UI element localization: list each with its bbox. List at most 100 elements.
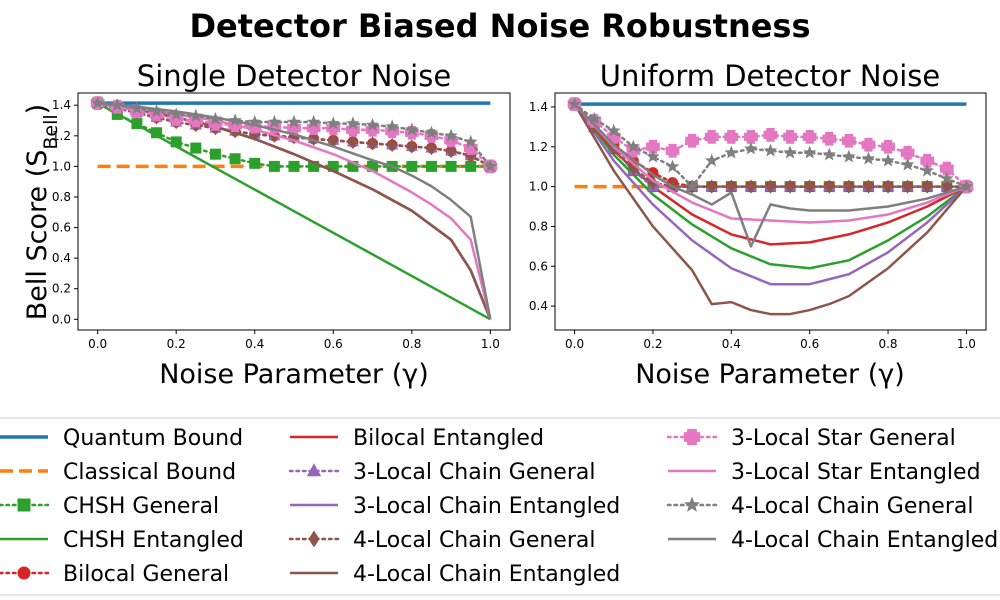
data-point-star — [881, 153, 895, 167]
data-point-plus — [763, 127, 778, 142]
data-point-square — [406, 160, 418, 172]
data-point-plus — [646, 139, 660, 154]
series-line — [573, 103, 968, 270]
data-point-star — [228, 113, 242, 127]
data-point-diamond — [902, 179, 913, 194]
x-tick-label: 0.2 — [643, 337, 662, 351]
legend-marker-plus — [683, 428, 701, 446]
legend-frame — [0, 417, 1000, 596]
data-point-star — [802, 145, 817, 159]
data-point-diamond — [328, 133, 338, 148]
data-point-diamond — [824, 179, 834, 194]
data-point-star — [424, 125, 439, 139]
data-point-star — [463, 134, 478, 148]
data-point-diamond — [308, 131, 319, 147]
data-point-star — [483, 159, 498, 173]
data-point-plus — [665, 143, 680, 158]
legend-label: 4-Local Chain Entangled — [353, 562, 620, 587]
data-point-plus — [463, 141, 478, 155]
series-line — [573, 103, 968, 316]
y-tick-label: 0.6 — [529, 259, 548, 273]
legend-label: 3-Local Star General — [731, 426, 956, 451]
data-point-star — [744, 141, 758, 155]
legend-label: 3-Local Chain General — [353, 460, 595, 485]
data-point-square — [229, 153, 241, 165]
data-point-diamond — [426, 140, 437, 156]
series-star3_entangled — [573, 103, 967, 224]
data-point-diamond — [707, 179, 717, 194]
legend-marker-star — [683, 496, 701, 512]
data-point-star — [567, 97, 582, 110]
y-tick-label: 1.4 — [529, 100, 548, 114]
data-point-square — [327, 160, 339, 172]
data-point-diamond — [746, 179, 756, 194]
legend-item-quantum: Quantum Bound — [0, 426, 243, 451]
data-point-plus — [685, 133, 700, 148]
legend-item-chain4local_general: 4-Local Chain General — [666, 494, 973, 519]
y-tick-label: 1.0 — [529, 180, 548, 194]
x-tick-label: 0.0 — [88, 337, 107, 351]
data-point-square — [367, 160, 379, 172]
legend-label: 3-Local Chain Entangled — [353, 494, 620, 519]
data-point-star — [685, 179, 699, 193]
x-tick-label: 0.8 — [402, 337, 421, 351]
data-point-star — [704, 153, 719, 167]
data-point-star — [306, 114, 321, 128]
legend-item-classical: Classical Bound — [0, 460, 236, 485]
data-point-plus — [724, 129, 739, 144]
panel-title: Uniform Detector Noise — [600, 59, 941, 93]
data-point-star — [861, 151, 876, 165]
data-point-plus — [841, 133, 856, 148]
data-point-plus — [346, 122, 360, 137]
data-point-star — [606, 123, 621, 137]
legend-item-bilocal_entangled: Bilocal Entangled — [290, 426, 544, 451]
data-point-diamond — [805, 179, 815, 194]
legend-item-chsh_general: CHSH General — [0, 494, 219, 519]
data-point-diamond — [387, 137, 397, 153]
series-chain4_entangled — [573, 103, 968, 316]
data-point-square — [190, 142, 202, 154]
series-chain4local_entangled — [97, 101, 492, 320]
series-line — [96, 101, 492, 168]
data-point-star — [405, 122, 419, 136]
legend-marker-diamond — [308, 530, 320, 548]
data-point-star — [900, 157, 915, 171]
x-tick-label: 0.8 — [878, 337, 897, 351]
y-tick-label: 0.2 — [52, 282, 71, 296]
data-point-star — [646, 149, 660, 163]
data-point-star — [90, 95, 105, 109]
legend-label: CHSH General — [63, 494, 219, 519]
legend-label: CHSH Entangled — [63, 528, 244, 553]
data-point-diamond — [348, 134, 358, 150]
y-tick-label: 0.4 — [52, 251, 71, 265]
data-point-star — [346, 116, 360, 130]
legend-label: Classical Bound — [63, 460, 236, 485]
legend-label: 3-Local Star Entangled — [731, 460, 981, 485]
legend-label: 4-Local Chain Entangled — [731, 528, 998, 553]
data-point-diamond — [250, 127, 260, 142]
y-tick-label: 0.6 — [52, 221, 71, 235]
series-chain3_entangled — [573, 103, 968, 286]
y-tick-label: 0.8 — [52, 190, 71, 204]
y-tick-label: 1.0 — [52, 159, 71, 173]
data-point-diamond — [765, 179, 776, 194]
legend-item-chain4_general: 4-Local Chain General — [288, 528, 595, 553]
x-tick-label: 0.0 — [565, 337, 584, 351]
series-line — [573, 103, 968, 286]
y-tick-label: 1.4 — [52, 98, 71, 112]
x-tick-label: 1.0 — [957, 337, 976, 351]
x-axis-label: Noise Parameter (γ) — [635, 359, 905, 390]
legend-label: 4-Local Chain General — [731, 494, 973, 519]
series-line — [573, 103, 967, 224]
data-point-square — [465, 160, 477, 172]
data-point-plus — [939, 161, 954, 176]
data-point-plus — [783, 129, 797, 144]
data-point-square — [209, 148, 221, 160]
legend: Quantum Bound Classical Bound CHSH General… — [0, 417, 1000, 596]
x-tick-label: 0.6 — [324, 337, 343, 351]
data-point-plus — [306, 121, 321, 136]
data-point-star — [783, 145, 797, 159]
data-point-star — [169, 107, 183, 121]
panel-uniform-detector: Uniform Detector Noise Noise Parameter (… — [529, 59, 987, 390]
